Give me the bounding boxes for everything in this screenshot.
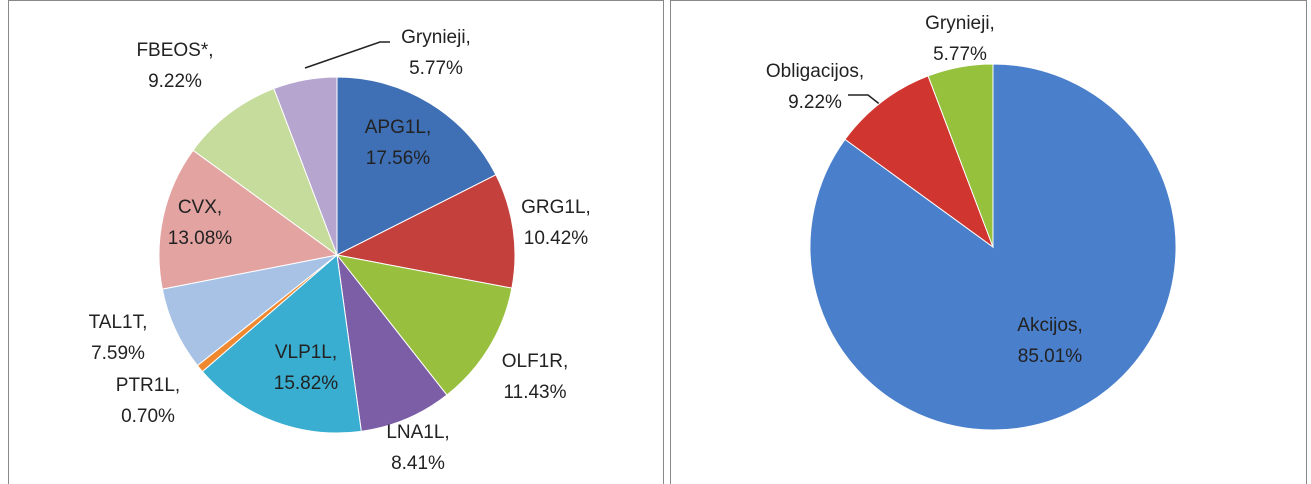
slice-label: Akcijos, bbox=[1017, 315, 1082, 336]
pie-slice bbox=[201, 254, 362, 434]
slice-value-label: 9.22% bbox=[148, 71, 202, 92]
leader-line bbox=[848, 94, 883, 107]
slice-value-label: 8.41% bbox=[391, 453, 445, 474]
pie-slice bbox=[844, 75, 995, 249]
slice-label: Grynieji, bbox=[401, 27, 471, 48]
slice-value-label: 13.08% bbox=[168, 228, 233, 249]
pie-slice bbox=[336, 76, 497, 256]
slice-label: APG1L, bbox=[365, 117, 432, 138]
pie-slice bbox=[158, 149, 339, 290]
slice-label: FBEOS*, bbox=[136, 40, 213, 61]
slice-value-label: 0.70% bbox=[121, 406, 175, 427]
slice-value-label: 7.59% bbox=[91, 343, 145, 364]
slice-label: OLF1R, bbox=[502, 351, 569, 372]
slice-label: Obligacijos, bbox=[766, 61, 864, 82]
slice-label: PTR1L, bbox=[116, 375, 180, 396]
slice-label: LNA1L, bbox=[386, 422, 449, 443]
slice-value-label: 11.43% bbox=[503, 382, 566, 403]
slice-label: GRG1L, bbox=[521, 197, 591, 218]
pie-slice bbox=[335, 174, 516, 289]
chart-frame bbox=[670, 0, 1307, 484]
slice-value-label: 15.82% bbox=[274, 373, 339, 394]
pie-slice bbox=[927, 63, 994, 248]
slice-label: CVX, bbox=[178, 197, 222, 218]
slice-value-label: 9.22% bbox=[788, 92, 842, 113]
slice-label: TAL1T, bbox=[89, 312, 148, 333]
slice-value-label: 5.77% bbox=[933, 44, 987, 65]
slice-value-label: 17.56% bbox=[366, 148, 431, 169]
leader-line bbox=[304, 41, 390, 69]
slice-value-label: 10.42% bbox=[524, 228, 589, 249]
pie-slice bbox=[192, 87, 339, 257]
slice-value-label: 5.77% bbox=[409, 58, 463, 79]
chart-frame bbox=[8, 0, 664, 484]
pie-slice bbox=[335, 254, 513, 396]
slice-label: Grynieji, bbox=[925, 13, 995, 34]
pie-slice bbox=[273, 76, 338, 256]
slice-value-label: 85.01% bbox=[1018, 346, 1083, 367]
pie-slice bbox=[336, 253, 448, 432]
slice-label: VLP1L, bbox=[275, 342, 337, 363]
